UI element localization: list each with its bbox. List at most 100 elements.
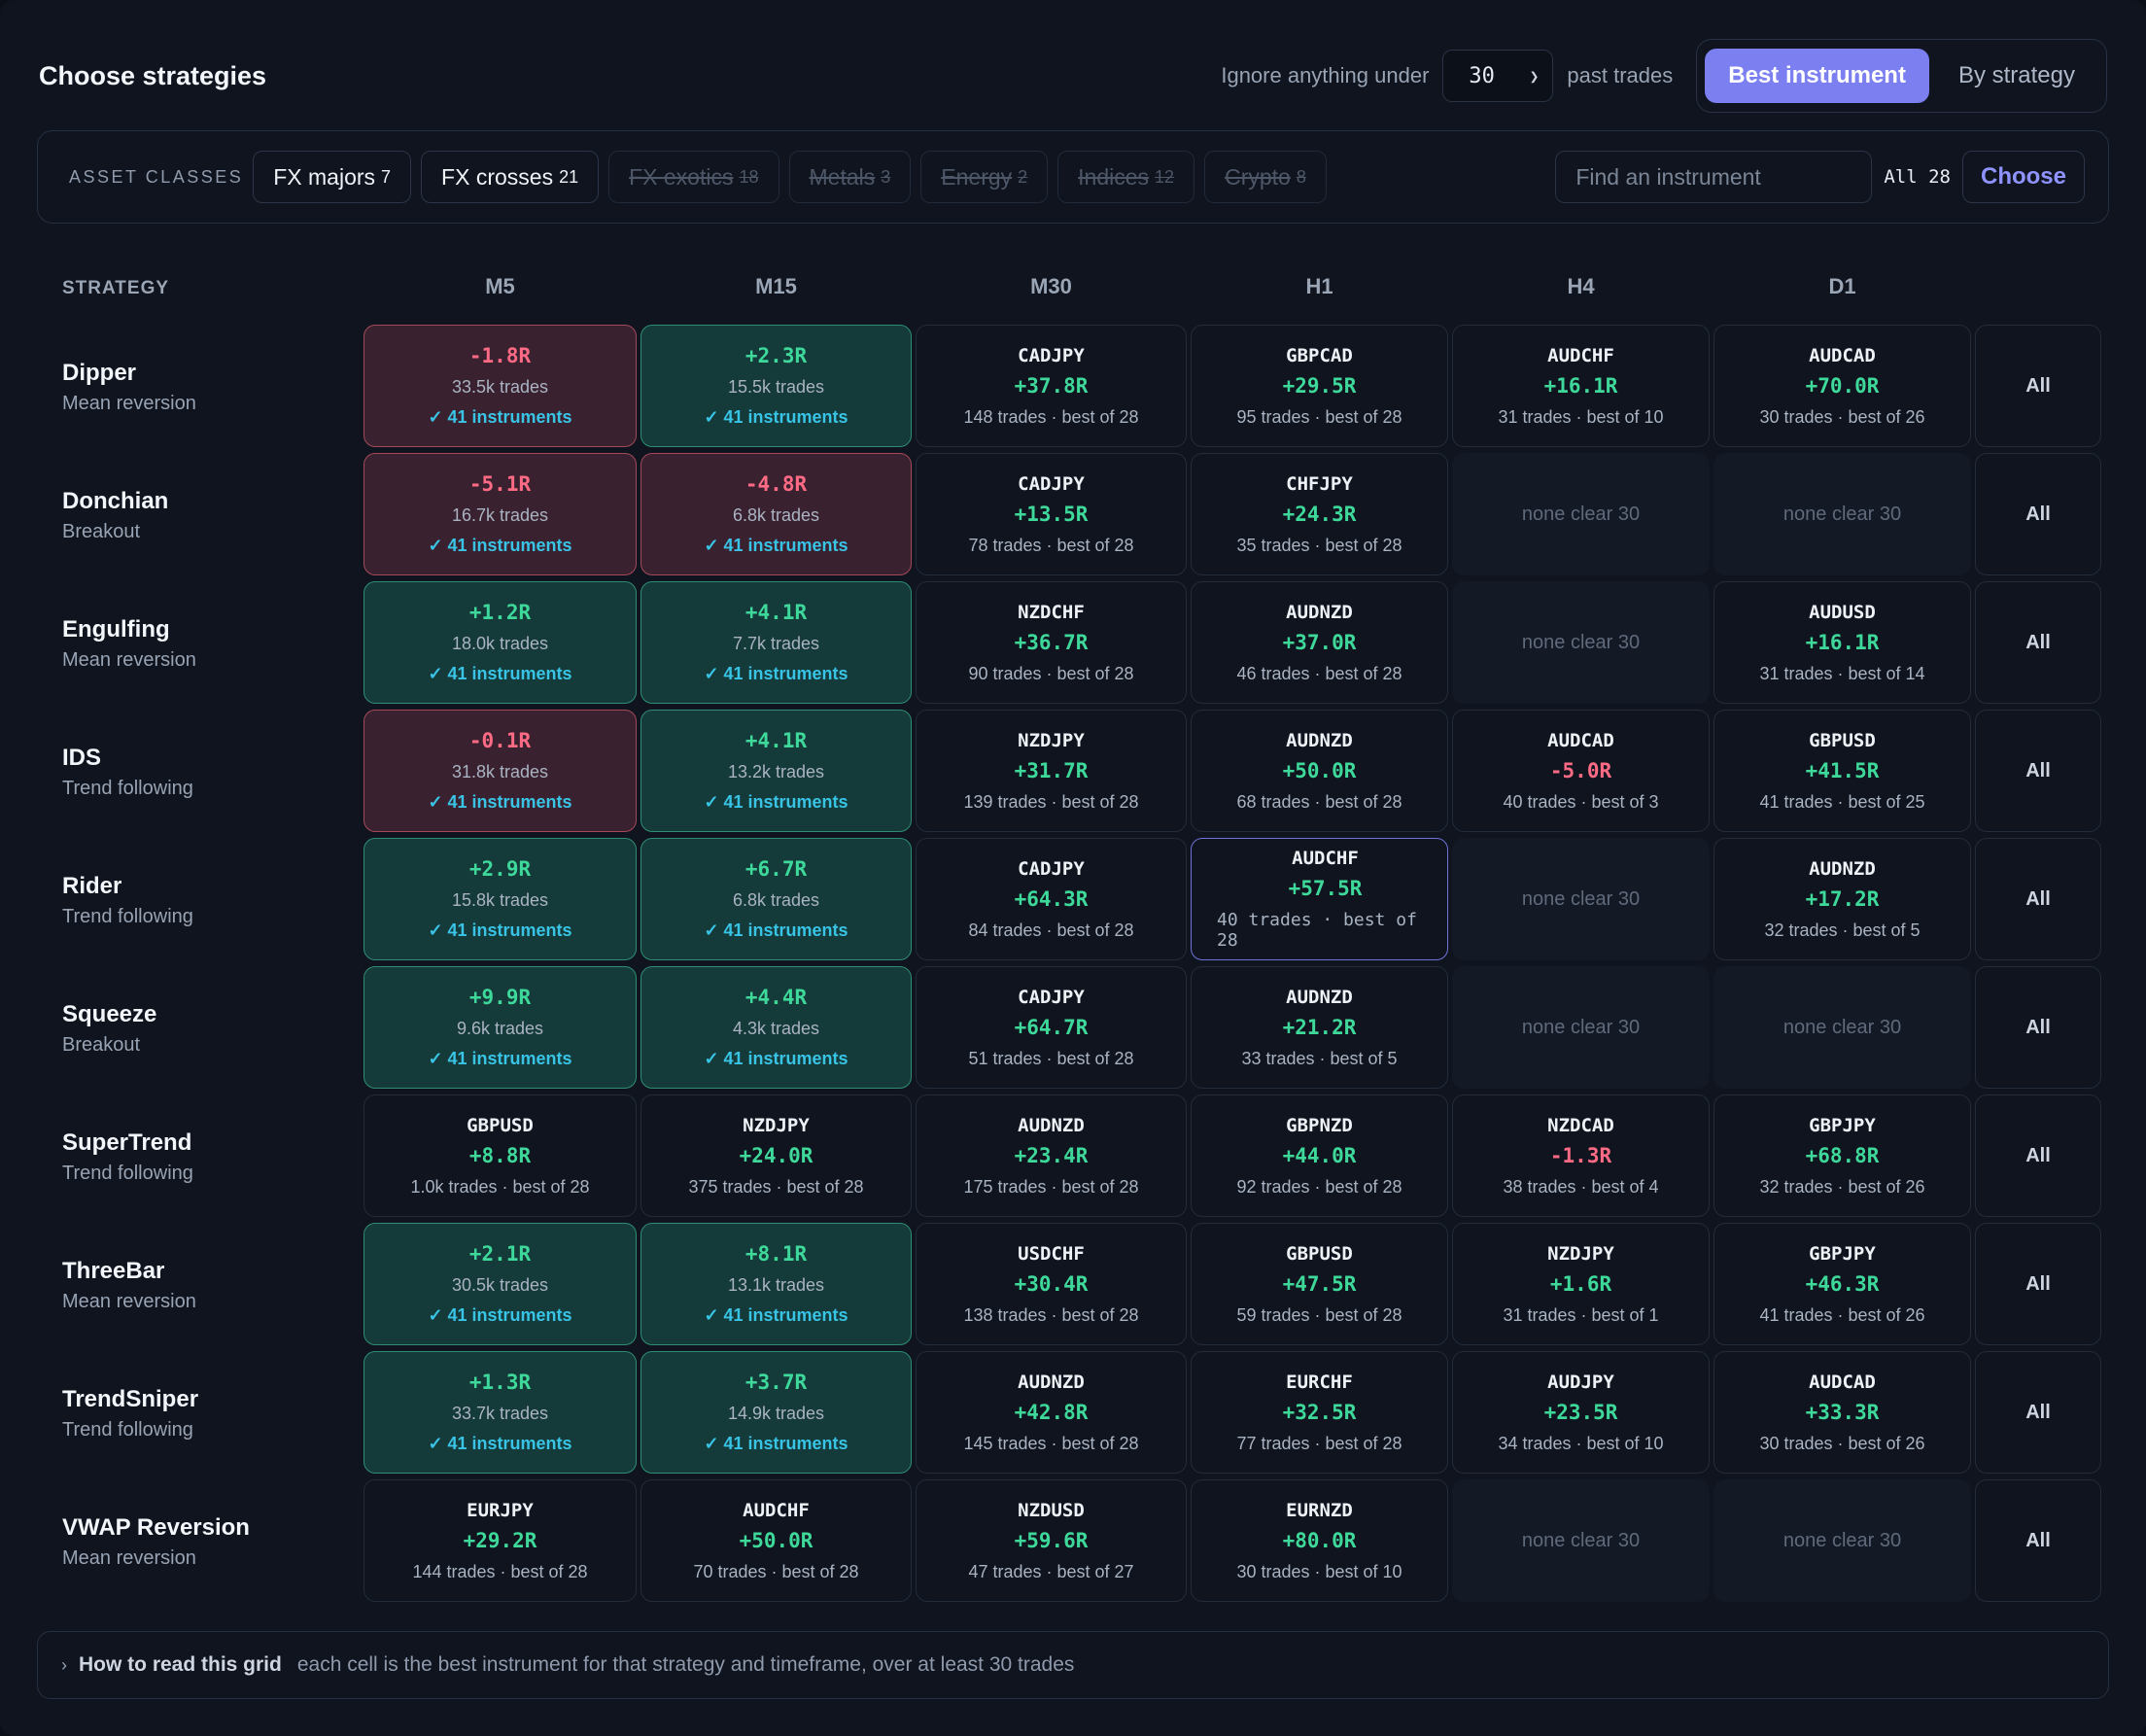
asset-chip[interactable]: Indices 12 <box>1057 151 1195 203</box>
asset-chip[interactable]: Energy 2 <box>920 151 1049 203</box>
r-multiple: +33.3R <box>1805 1400 1880 1424</box>
strategy-name: Dipper <box>62 360 137 386</box>
grid-cell[interactable]: GBPJPY +68.8R 32 trades · best of 26 <box>1713 1094 1971 1217</box>
grid-cell[interactable]: -4.8R 6.8k trades ✓ 41 instruments <box>640 453 912 575</box>
row-all-button[interactable]: All <box>1975 710 2101 832</box>
grid-cell[interactable]: AUDNZD +37.0R 46 trades · best of 28 <box>1191 581 1448 704</box>
grid-cell[interactable]: NZDUSD +59.6R 47 trades · best of 27 <box>916 1479 1187 1602</box>
grid-cell[interactable]: AUDNZD +23.4R 175 trades · best of 28 <box>916 1094 1187 1217</box>
asset-chip-label: Energy <box>941 163 1013 190</box>
row-all-button[interactable]: All <box>1975 1479 2101 1602</box>
row-all-button[interactable]: All <box>1975 1094 2101 1217</box>
row-all-button[interactable]: All <box>1975 1351 2101 1474</box>
grid-cell[interactable]: +3.7R 14.9k trades ✓ 41 instruments <box>640 1351 912 1474</box>
strategy-name: Donchian <box>62 488 169 514</box>
grid-cell[interactable]: GBPJPY +46.3R 41 trades · best of 26 <box>1713 1223 1971 1345</box>
grid-cell[interactable]: AUDCAD +33.3R 30 trades · best of 26 <box>1713 1351 1971 1474</box>
grid-cell[interactable]: +1.2R 18.0k trades ✓ 41 instruments <box>363 581 637 704</box>
strategy-label: Rider Trend following <box>62 873 193 928</box>
grid-cell[interactable]: AUDJPY +23.5R 34 trades · best of 10 <box>1452 1351 1710 1474</box>
grid-cell[interactable]: CADJPY +37.8R 148 trades · best of 28 <box>916 325 1187 447</box>
asset-chip[interactable]: FX crosses 21 <box>421 151 600 203</box>
grid-cell[interactable]: CADJPY +13.5R 78 trades · best of 28 <box>916 453 1187 575</box>
row-all-button[interactable]: All <box>1975 581 2101 704</box>
grid-cell[interactable]: EURNZD +80.0R 30 trades · best of 10 <box>1191 1479 1448 1602</box>
r-multiple: -5.0R <box>1549 758 1612 782</box>
instrument-symbol: GBPUSD <box>1809 729 1876 751</box>
grid-cell[interactable]: AUDCAD +70.0R 30 trades · best of 26 <box>1713 325 1971 447</box>
row-all-button[interactable]: All <box>1975 966 2101 1089</box>
by-strategy-button[interactable]: By strategy <box>1957 62 2075 88</box>
trade-count: 15.5k trades <box>727 377 825 397</box>
grid-cell[interactable]: GBPUSD +41.5R 41 trades · best of 25 <box>1713 710 1971 832</box>
grid-cell[interactable]: +9.9R 9.6k trades ✓ 41 instruments <box>363 966 637 1089</box>
grid-cell[interactable]: +6.7R 6.8k trades ✓ 41 instruments <box>640 838 912 960</box>
grid-cell[interactable]: +2.1R 30.5k trades ✓ 41 instruments <box>363 1223 637 1345</box>
grid-cell[interactable]: +8.1R 13.1k trades ✓ 41 instruments <box>640 1223 912 1345</box>
grid-cell[interactable]: NZDCHF +36.7R 90 trades · best of 28 <box>916 581 1187 704</box>
grid-cell[interactable]: AUDNZD +42.8R 145 trades · best of 28 <box>916 1351 1187 1474</box>
past-trades-label: past trades <box>1567 63 1674 87</box>
grid-cell[interactable]: CADJPY +64.3R 84 trades · best of 28 <box>916 838 1187 960</box>
grid-cell[interactable]: AUDCHF +50.0R 70 trades · best of 28 <box>640 1479 912 1602</box>
grid-cell[interactable]: +4.1R 7.7k trades ✓ 41 instruments <box>640 581 912 704</box>
asset-chip[interactable]: Crypto 8 <box>1204 151 1327 203</box>
grid-cell: none clear 30 <box>1452 1479 1710 1602</box>
r-multiple: +50.0R <box>739 1528 813 1552</box>
trade-summary: 95 trades · best of 28 <box>1236 406 1402 427</box>
timeframe-header: H1 <box>1305 274 1333 298</box>
grid-cell[interactable]: AUDNZD +50.0R 68 trades · best of 28 <box>1191 710 1448 832</box>
row-all-label: All <box>2025 1144 2051 1166</box>
grid-cell[interactable]: +2.3R 15.5k trades ✓ 41 instruments <box>640 325 912 447</box>
instrument-symbol: CADJPY <box>1018 344 1085 366</box>
row-all-button[interactable]: All <box>1975 453 2101 575</box>
instrument-symbol: AUDUSD <box>1809 601 1876 623</box>
grid-cell[interactable]: +4.1R 13.2k trades ✓ 41 instruments <box>640 710 912 832</box>
best-instrument-button[interactable]: Best instrument <box>1705 49 1929 103</box>
grid-cell[interactable]: AUDNZD +21.2R 33 trades · best of 5 <box>1191 966 1448 1089</box>
row-all-button[interactable]: All <box>1975 325 2101 447</box>
row-all-button[interactable]: All <box>1975 1223 2101 1345</box>
grid-help[interactable]: › How to read this grid each cell is the… <box>37 1631 2109 1699</box>
choose-button[interactable]: Choose <box>1961 151 2085 203</box>
min-trades-select[interactable]: 30 ❯ <box>1442 50 1554 102</box>
grid-cell[interactable]: AUDCHF +16.1R 31 trades · best of 10 <box>1452 325 1710 447</box>
r-multiple: +47.5R <box>1282 1271 1357 1296</box>
grid-cell[interactable]: AUDCAD -5.0R 40 trades · best of 3 <box>1452 710 1710 832</box>
instrument-search-input[interactable]: Find an instrument <box>1555 151 1873 203</box>
grid-cell[interactable]: AUDUSD +16.1R 31 trades · best of 14 <box>1713 581 1971 704</box>
instrument-symbol: NZDJPY <box>1018 729 1085 751</box>
asset-chip[interactable]: FX exotics 18 <box>608 151 779 203</box>
grid-cell[interactable]: EURJPY +29.2R 144 trades · best of 28 <box>363 1479 637 1602</box>
grid-cell[interactable]: NZDJPY +24.0R 375 trades · best of 28 <box>640 1094 912 1217</box>
r-multiple: +1.2R <box>468 601 532 624</box>
r-multiple: +9.9R <box>468 986 532 1009</box>
grid-cell[interactable]: GBPNZD +44.0R 92 trades · best of 28 <box>1191 1094 1448 1217</box>
grid-cell[interactable]: NZDCAD -1.3R 38 trades · best of 4 <box>1452 1094 1710 1217</box>
grid-cell[interactable]: GBPUSD +47.5R 59 trades · best of 28 <box>1191 1223 1448 1345</box>
grid-cell[interactable]: CADJPY +64.7R 51 trades · best of 28 <box>916 966 1187 1089</box>
grid-cell[interactable]: EURCHF +32.5R 77 trades · best of 28 <box>1191 1351 1448 1474</box>
grid-cell[interactable]: +4.4R 4.3k trades ✓ 41 instruments <box>640 966 912 1089</box>
grid-cell[interactable]: -5.1R 16.7k trades ✓ 41 instruments <box>363 453 637 575</box>
asset-chip[interactable]: FX majors 7 <box>253 151 412 203</box>
asset-chip[interactable]: Metals 3 <box>788 151 912 203</box>
grid-cell[interactable]: +2.9R 15.8k trades ✓ 41 instruments <box>363 838 637 960</box>
grid-cell[interactable]: NZDJPY +31.7R 139 trades · best of 28 <box>916 710 1187 832</box>
r-multiple: +4.1R <box>744 601 808 624</box>
grid-cell[interactable]: GBPCAD +29.5R 95 trades · best of 28 <box>1191 325 1448 447</box>
instrument-count: ✓ 41 instruments <box>704 920 848 940</box>
grid-cell[interactable]: -0.1R 31.8k trades ✓ 41 instruments <box>363 710 637 832</box>
grid-cell[interactable]: -1.8R 33.5k trades ✓ 41 instruments <box>363 325 637 447</box>
grid-cell[interactable]: CHFJPY +24.3R 35 trades · best of 28 <box>1191 453 1448 575</box>
r-multiple: +29.5R <box>1282 373 1357 398</box>
row-all-button[interactable]: All <box>1975 838 2101 960</box>
grid-cell[interactable]: AUDNZD +17.2R 32 trades · best of 5 <box>1713 838 1971 960</box>
all-instruments-count[interactable]: All 28 <box>1884 166 1951 188</box>
grid-cell[interactable]: +1.3R 33.7k trades ✓ 41 instruments <box>363 1351 637 1474</box>
grid-cell[interactable]: AUDCHF +57.5R 40 trades · best of 28 <box>1191 838 1448 960</box>
grid-cell[interactable]: GBPUSD +8.8R 1.0k trades · best of 28 <box>363 1094 637 1217</box>
grid-cell[interactable]: NZDJPY +1.6R 31 trades · best of 1 <box>1452 1223 1710 1345</box>
grid-cell[interactable]: USDCHF +30.4R 138 trades · best of 28 <box>916 1223 1187 1345</box>
row-all-label: All <box>2025 1016 2051 1038</box>
